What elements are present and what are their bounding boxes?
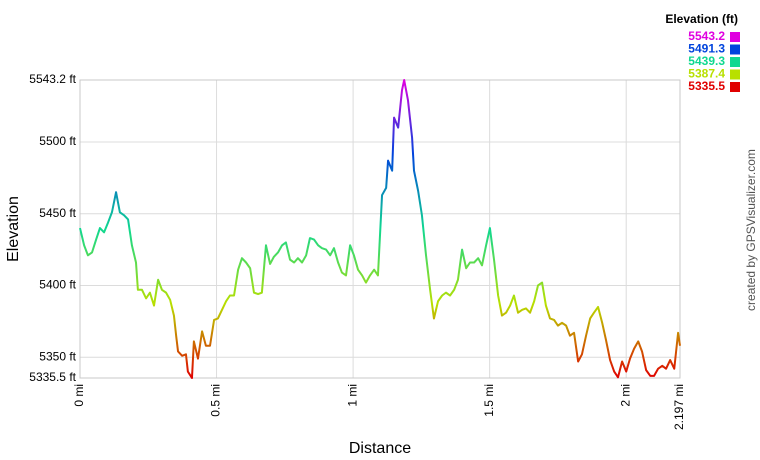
x-axis-label: Distance [349, 440, 411, 457]
legend-label: 5335.5 [688, 79, 725, 93]
legend-swatch [730, 32, 740, 42]
y-axis-label: Elevation [5, 196, 22, 262]
legend-label: 5387.4 [688, 67, 725, 81]
x-tick-label: 1 mi [345, 384, 359, 407]
elevation-line [79, 79, 681, 379]
x-tick-label: 2.197 mi [672, 384, 686, 430]
y-tick-label: 5500 ft [39, 134, 76, 148]
legend-label: 5543.2 [688, 29, 725, 43]
legend-title: Elevation (ft) [665, 12, 738, 26]
legend-label: 5491.3 [688, 42, 725, 56]
credit: created by GPSVisualizer.com [744, 149, 758, 311]
x-tick-label: 2 mi [618, 384, 632, 407]
legend-swatch [730, 82, 740, 92]
legend-label: 5439.3 [688, 54, 725, 68]
x-tick-label: 0 mi [72, 384, 86, 407]
y-tick-label: 5450 ft [39, 206, 76, 220]
x-tick-label: 1.5 mi [482, 384, 496, 417]
y-tick-label: 5400 ft [39, 278, 76, 292]
y-tick-label: 5543.2 ft [29, 72, 76, 86]
legend-swatch [730, 44, 740, 55]
legend-swatch [730, 57, 740, 67]
y-tick-label: 5350 ft [39, 349, 76, 363]
legend-swatch [730, 69, 740, 80]
y-tick-label: 5335.5 ft [29, 370, 76, 384]
x-tick-label: 0.5 mi [209, 384, 223, 417]
